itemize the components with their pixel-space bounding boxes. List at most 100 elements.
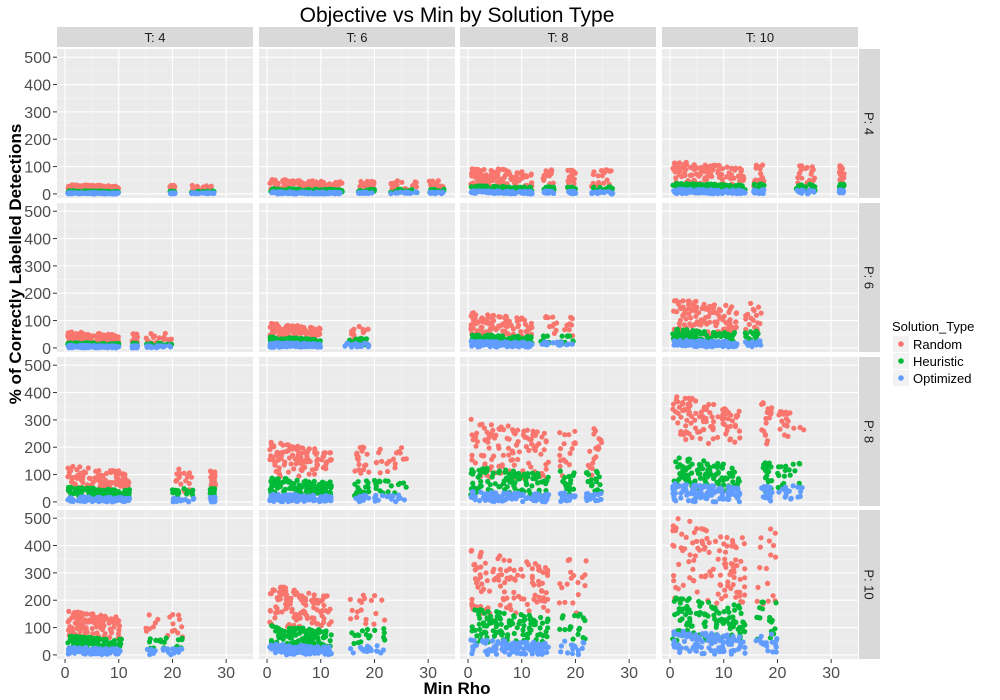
column-strip-t-10 [662,27,858,47]
data-point [413,180,419,186]
data-point [572,428,578,434]
data-point [345,340,351,346]
data-point [287,485,293,491]
data-point [468,189,474,195]
data-point [837,189,843,195]
y-tick-label: 300 [24,105,51,122]
data-point [276,468,282,474]
data-point [508,177,514,183]
data-point [189,191,195,197]
data-point [680,313,686,319]
data-point [323,466,329,472]
data-point [481,167,487,173]
data-point [312,191,318,197]
panel-t-8-p-6 [460,203,656,352]
data-point [608,168,614,174]
data-point [518,329,524,335]
data-point [591,184,597,190]
row-strip-label: P: 8 [862,420,877,443]
data-point [733,310,739,317]
y-tick-label: 0 [42,341,51,358]
data-point [68,342,74,349]
data-point [115,475,121,481]
data-point [753,342,760,348]
data-point [361,492,367,498]
data-point [529,441,535,447]
data-point [273,477,279,483]
data-point [503,467,509,473]
data-point [712,339,718,345]
data-point [495,173,501,179]
data-point [711,330,718,336]
data-point [67,489,73,495]
data-point [393,450,400,456]
data-point [302,450,308,456]
data-point [672,161,678,167]
data-point [676,321,683,327]
data-point [191,495,197,501]
data-point [281,462,287,468]
data-point [703,168,709,174]
data-point [516,340,522,347]
data-point [753,312,760,318]
data-point [470,316,476,322]
data-point [272,459,278,465]
x-axis-title: Min Rho [423,679,490,698]
data-point [539,434,545,440]
data-point [151,333,157,339]
column-strip-label: T: 10 [746,30,774,45]
data-point [672,339,678,345]
data-point [556,342,562,348]
data-point [521,174,527,180]
data-point [307,458,313,465]
y-tick-label: 100 [24,314,51,331]
data-point [514,318,520,324]
data-point [548,171,554,177]
data-point [176,466,182,472]
data-point [754,189,760,196]
data-point [502,184,508,190]
data-point [67,495,73,501]
data-point [800,188,806,194]
data-point [485,478,491,485]
data-point [267,447,273,453]
data-point [327,483,333,489]
data-point [274,496,280,502]
data-point [468,416,474,422]
data-point [484,429,490,435]
data-point [496,445,502,451]
data-point [388,180,394,187]
data-point [729,189,735,195]
data-point [590,180,596,186]
data-point [318,457,325,463]
data-point [402,190,408,196]
data-point [522,434,528,440]
data-point [78,334,85,341]
data-point [526,325,532,331]
data-point [101,332,107,338]
data-point [506,436,512,442]
data-point [591,431,597,437]
data-point [564,342,570,348]
data-point [596,474,602,480]
data-point [376,478,382,484]
data-point [501,480,507,487]
data-point [502,315,508,321]
data-point [726,309,732,315]
data-point [568,322,575,328]
data-point [837,169,843,176]
y-tick-label: 400 [24,232,51,249]
data-point [750,317,756,323]
data-point [294,327,300,333]
data-point [276,189,282,195]
y-tick-label: 500 [24,204,51,221]
data-point [478,478,484,485]
data-point [211,190,217,197]
data-point [701,338,707,344]
data-point [514,170,520,176]
panel-t-8-p-4 [460,49,656,198]
data-point [804,164,810,171]
data-point [168,336,174,342]
data-point [470,480,476,486]
data-point [169,190,175,197]
